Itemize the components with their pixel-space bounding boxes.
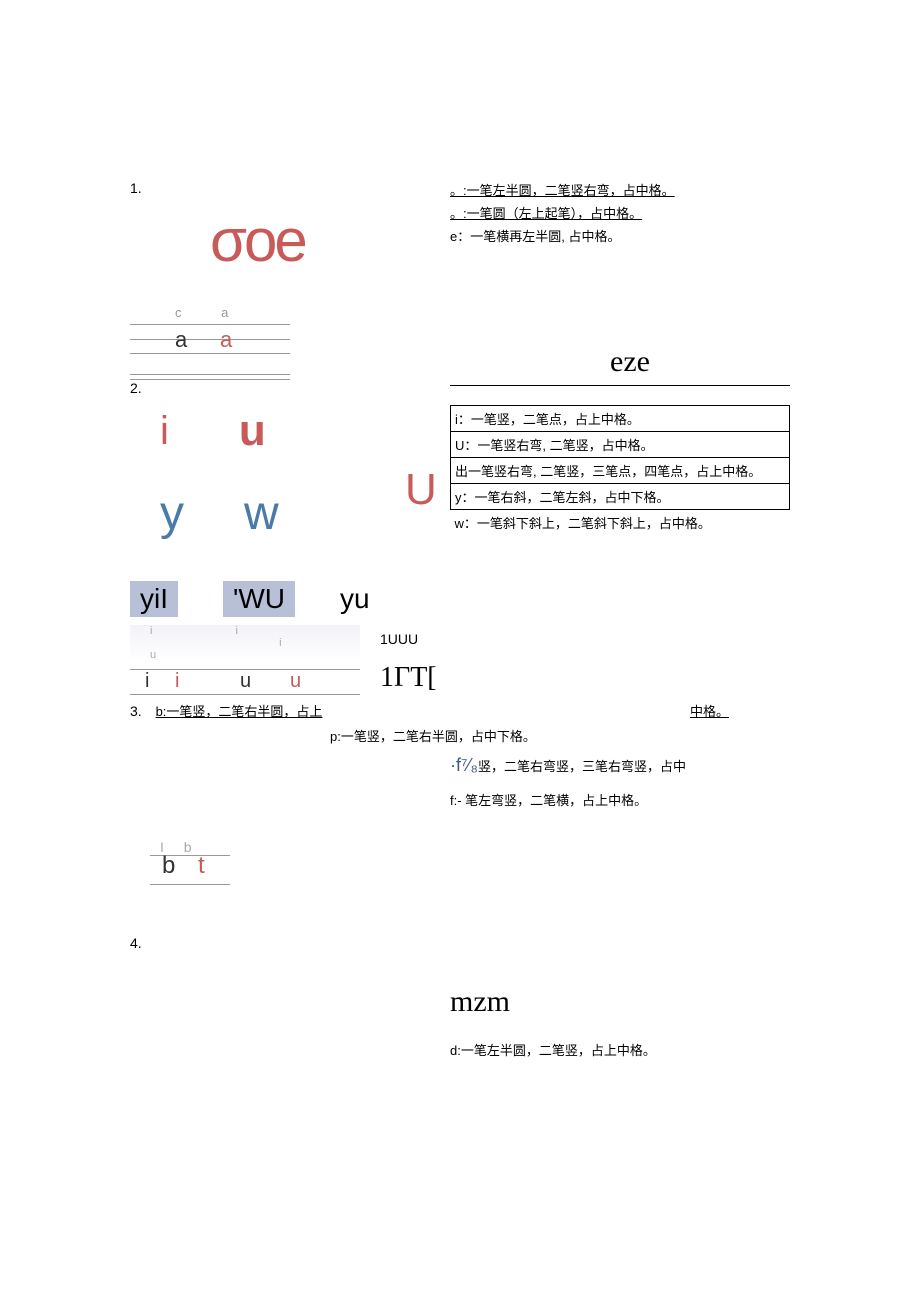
rule-f: f:- 笔左弯竖，二笔横，占上中格。 (450, 790, 790, 809)
letter-w: w (244, 486, 279, 541)
syllable-wu: 'WU (223, 581, 295, 617)
section-4-number: 4. (130, 935, 790, 951)
practice-u-black: u (240, 670, 251, 693)
syllable-yu: yu (340, 583, 370, 615)
rule-p: p:一笔竖，二笔右半圆，占中下格。 (330, 726, 790, 745)
section-1-number: 1. (130, 180, 450, 196)
rule-d: d:一笔左半圆，二笔竖，占上中格。 (450, 1040, 656, 1059)
mzm-label: mzm (450, 985, 510, 1019)
rule-i: i：一笔竖，二笔点，占上中格。 (451, 406, 790, 432)
syllable-row: yiI 'WU yu (130, 581, 790, 617)
uuu-label: 1UUU (380, 631, 418, 647)
letter-u-outer: U (405, 465, 437, 515)
rule-b-suffix: 中格。 (690, 701, 729, 720)
big-letters-aoe: σoe (210, 206, 450, 275)
practice-t: t (198, 852, 205, 880)
rule-y: y：一笔右斜，二笔左斜，占中下格。 (451, 484, 790, 510)
rule-f78-row: ·f⁷⁄₈竖，二笔右弯竖，三笔右弯竖，占中 (450, 755, 790, 776)
f78-text: 竖，二笔右弯竖，三笔右弯竖，占中 (478, 759, 686, 774)
practice-box-2b: i i u u (130, 669, 360, 695)
ruled-midline (130, 339, 290, 340)
practice-b: b (162, 852, 175, 880)
rule-e: e：一笔横再左半圆, 占中格。 (450, 226, 790, 245)
section-1-rules: 。:一笔左半圆，二笔竖右弯，占中格。 。:一笔圆（左上起笔），占中格。 e：一笔… (450, 180, 790, 275)
eze-label: eze (610, 345, 650, 379)
iu-row: i u (160, 406, 450, 456)
section-3: 3. b:一笔竖，二笔右半圆，占上 中格。 p:一笔竖，二笔右半圆，占中下格。 … (130, 701, 790, 885)
rule-u: U：一笔竖右弯, 二笔竖，占中格。 (451, 432, 790, 458)
practice-row-2a: i i i u 1UUU (130, 617, 790, 661)
rule-a: 。:一笔左半圆，二笔竖右弯，占中格。 (450, 180, 790, 199)
section-1: 1. σoe 。:一笔左半圆，二笔竖右弯，占中格。 。:一笔圆（左上起笔），占中… (130, 180, 790, 275)
rules-table: i：一笔竖，二笔点，占上中格。 U：一笔竖右弯, 二笔竖，占中格。 出一笔竖右弯… (450, 405, 790, 535)
section-3-line1: 3. b:一笔竖，二笔右半圆，占上 中格。 (130, 701, 790, 720)
practice-box-1: c a a a (130, 305, 290, 375)
practice-u-red: u (290, 670, 301, 693)
section-2-number: 2. (130, 379, 290, 396)
rule-w: w：一笔斜下斜上，二笔斜下斜上，占中格。 (451, 510, 790, 536)
letter-y: y (160, 486, 184, 541)
rule-b: b:一笔竖，二笔右半圆，占上 (156, 704, 323, 719)
practice-i-black: i (145, 670, 149, 693)
rule-v: 出一笔竖右弯, 二笔竖，三笔点，四笔点，占上中格。 (451, 458, 790, 484)
practice-hint-ca: c a (175, 305, 290, 320)
section-1-left: 1. σoe (130, 180, 450, 275)
divider (130, 374, 290, 375)
practice-letter-a-black: a (175, 327, 187, 353)
letter-u: u (239, 406, 266, 456)
gamma-label: 1ΓT[ (380, 662, 437, 694)
f78-prefix: ·f⁷⁄₈ (450, 755, 478, 775)
letter-i: i (160, 409, 169, 454)
section-3-number: 3. (130, 703, 142, 719)
practice-letter-a-red: a (220, 327, 232, 353)
ruled-line-3: b t (150, 855, 230, 885)
practice-box-2: i i i u (130, 625, 360, 661)
eze-underline (450, 385, 790, 386)
section-2-left: 2. i u y w (130, 379, 450, 541)
syllable-yi: yiI (130, 581, 178, 617)
practice-i-red: i (175, 670, 179, 693)
rule-o: 。:一笔圆（左上起笔），占中格。 (450, 203, 790, 222)
ruled-line-1: a a (130, 324, 290, 354)
practice-row-2b: i i u u 1ΓT[ (130, 661, 790, 695)
practice-hint-iu: i i i u (150, 625, 360, 661)
practice-box-3: I b b t (150, 839, 230, 885)
ruled-line-2: i i u u (130, 669, 360, 695)
